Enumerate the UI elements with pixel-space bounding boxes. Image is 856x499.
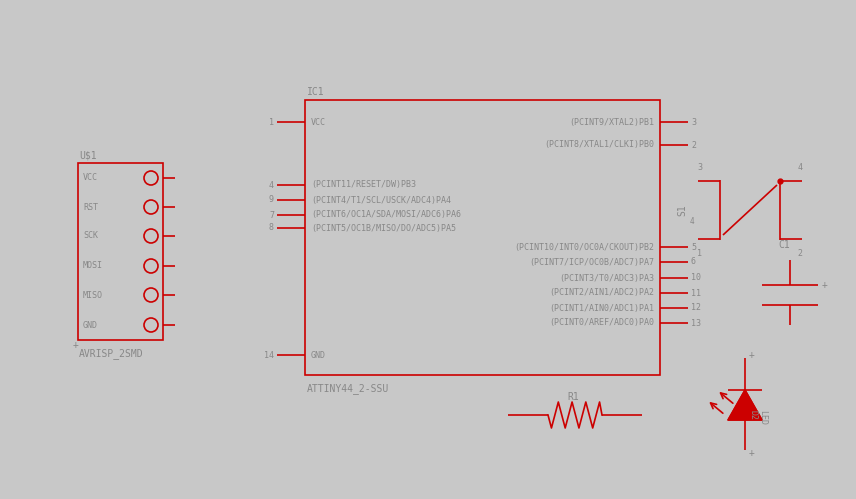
Polygon shape — [728, 390, 762, 420]
Text: 3: 3 — [691, 117, 696, 127]
Text: S1: S1 — [677, 204, 687, 216]
Text: 12: 12 — [691, 303, 701, 312]
Bar — [305, 100, 660, 375]
Text: 1: 1 — [698, 249, 703, 257]
Text: 1: 1 — [269, 117, 274, 127]
Text: 4: 4 — [798, 164, 802, 173]
Text: LED: LED — [758, 410, 768, 425]
Text: 3: 3 — [698, 164, 703, 173]
Text: (PCINT2/AIN1/ADC2)PA2: (PCINT2/AIN1/ADC2)PA2 — [549, 288, 654, 297]
Text: (PCINT7/ICP/OC0B/ADC7)PA7: (PCINT7/ICP/OC0B/ADC7)PA7 — [529, 257, 654, 266]
Text: IC1: IC1 — [307, 87, 324, 97]
Text: GND: GND — [311, 350, 326, 359]
Text: VCC: VCC — [83, 174, 98, 183]
Text: U$1: U$1 — [79, 150, 97, 160]
Bar — [78, 163, 163, 340]
Text: (PCINT3/T0/ADC3)PA3: (PCINT3/T0/ADC3)PA3 — [559, 273, 654, 282]
Text: +: + — [749, 350, 755, 360]
Text: AVRISP_2SMD: AVRISP_2SMD — [79, 348, 144, 359]
Text: MISO: MISO — [83, 290, 103, 299]
Text: 10: 10 — [691, 273, 701, 282]
Text: +: + — [749, 448, 755, 458]
Text: (PCINT1/AIN0/ADC1)PA1: (PCINT1/AIN0/ADC1)PA1 — [549, 303, 654, 312]
Text: (PCINT8/XTAL1/CLKI)PB0: (PCINT8/XTAL1/CLKI)PB0 — [544, 141, 654, 150]
Text: GND: GND — [83, 320, 98, 329]
Text: VCC: VCC — [311, 117, 326, 127]
Text: R1: R1 — [567, 392, 579, 402]
Text: 13: 13 — [691, 318, 701, 327]
Text: 14: 14 — [264, 350, 274, 359]
Text: (PCINT10/INT0/OC0A/CKOUT)PB2: (PCINT10/INT0/OC0A/CKOUT)PB2 — [514, 243, 654, 251]
Text: +: + — [73, 340, 79, 350]
Text: 7: 7 — [269, 211, 274, 220]
Text: 11: 11 — [691, 288, 701, 297]
Text: 6: 6 — [691, 257, 696, 266]
Text: (PCINT9/XTAL2)PB1: (PCINT9/XTAL2)PB1 — [569, 117, 654, 127]
Text: C1: C1 — [778, 240, 790, 250]
Text: 4: 4 — [690, 218, 694, 227]
Text: (PCINT6/OC1A/SDA/MOSI/ADC6)PA6: (PCINT6/OC1A/SDA/MOSI/ADC6)PA6 — [311, 211, 461, 220]
Text: 5: 5 — [691, 243, 696, 251]
Text: 8: 8 — [269, 224, 274, 233]
Text: 4: 4 — [269, 181, 274, 190]
Text: D2: D2 — [748, 410, 758, 420]
Text: 2: 2 — [691, 141, 696, 150]
Text: (PCINT0/AREF/ADC0)PA0: (PCINT0/AREF/ADC0)PA0 — [549, 318, 654, 327]
Text: RST: RST — [83, 203, 98, 212]
Text: (PCINT11/RESET/DW)PB3: (PCINT11/RESET/DW)PB3 — [311, 181, 416, 190]
Text: SCK: SCK — [83, 232, 98, 241]
Text: 9: 9 — [269, 196, 274, 205]
Text: (PCINT5/OC1B/MISO/DO/ADC5)PA5: (PCINT5/OC1B/MISO/DO/ADC5)PA5 — [311, 224, 456, 233]
Text: MOSI: MOSI — [83, 261, 103, 270]
Text: +: + — [822, 280, 828, 290]
Text: (PCINT4/T1/SCL/USCK/ADC4)PA4: (PCINT4/T1/SCL/USCK/ADC4)PA4 — [311, 196, 451, 205]
Text: ATTINY44_2-SSU: ATTINY44_2-SSU — [307, 384, 389, 394]
Text: 2: 2 — [798, 249, 802, 257]
